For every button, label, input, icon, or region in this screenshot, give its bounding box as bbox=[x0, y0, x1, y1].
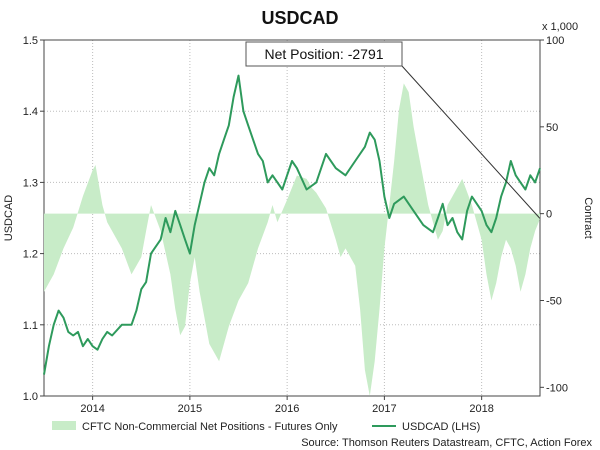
y-left-tick-label-5: 1.5 bbox=[23, 35, 38, 47]
annotation-box bbox=[245, 41, 403, 67]
right-multiplier-label: x 1,000 bbox=[542, 21, 578, 33]
x-tick-label-2: 2016 bbox=[275, 403, 299, 415]
y-right-tick-label-2: 0 bbox=[546, 209, 552, 221]
line-layer bbox=[43, 74, 541, 375]
y-right-tick-label-0: -100 bbox=[546, 382, 568, 394]
net-position-area bbox=[44, 83, 540, 397]
y-left-tick-label-2: 1.2 bbox=[23, 249, 38, 261]
x-axis-ticks: 2014 2015 2016 2017 2018 bbox=[80, 396, 494, 415]
y-right-tick-label-1: -50 bbox=[546, 295, 562, 307]
legend-swatch-area bbox=[52, 421, 76, 430]
legend-label-area: CFTC Non-Commercial Net Positions - Futu… bbox=[82, 421, 338, 433]
x-tick-label-1: 2015 bbox=[178, 403, 202, 415]
x-tick-label-4: 2018 bbox=[469, 403, 493, 415]
chart-title: USDCAD bbox=[261, 8, 338, 28]
usdcad-line bbox=[43, 74, 541, 375]
y-axis-right-label: Contract bbox=[582, 197, 594, 239]
y-right-tick-label-3: 50 bbox=[546, 122, 558, 134]
y-axis-left-label: USDCAD bbox=[3, 195, 15, 242]
y-left-tick-label-3: 1.3 bbox=[23, 177, 38, 189]
x-tick-label-3: 2017 bbox=[372, 403, 396, 415]
area-layer bbox=[44, 83, 540, 397]
legend: CFTC Non-Commercial Net Positions - Futu… bbox=[52, 421, 480, 433]
y-axis-left-ticks: 1.0 1.1 1.2 1.3 1.4 1.5 bbox=[23, 35, 44, 403]
y-left-tick-label-1: 1.1 bbox=[23, 320, 38, 332]
y-right-tick-label-4: 100 bbox=[546, 35, 564, 47]
annotation-text: Net Position: -2791 bbox=[264, 46, 383, 62]
legend-label-line: USDCAD (LHS) bbox=[402, 421, 480, 433]
x-tick-label-0: 2014 bbox=[80, 403, 104, 415]
annotation-callout: Net Position: -2791 bbox=[245, 41, 541, 219]
y-left-tick-label-4: 1.4 bbox=[23, 106, 38, 118]
source-note: Source: Thomson Reuters Datastream, CFTC… bbox=[301, 437, 592, 449]
annotation-leader-line bbox=[401, 65, 541, 219]
y-left-tick-label-0: 1.0 bbox=[23, 391, 38, 403]
y-axis-right-ticks: -100 -50 0 50 100 bbox=[540, 35, 568, 394]
